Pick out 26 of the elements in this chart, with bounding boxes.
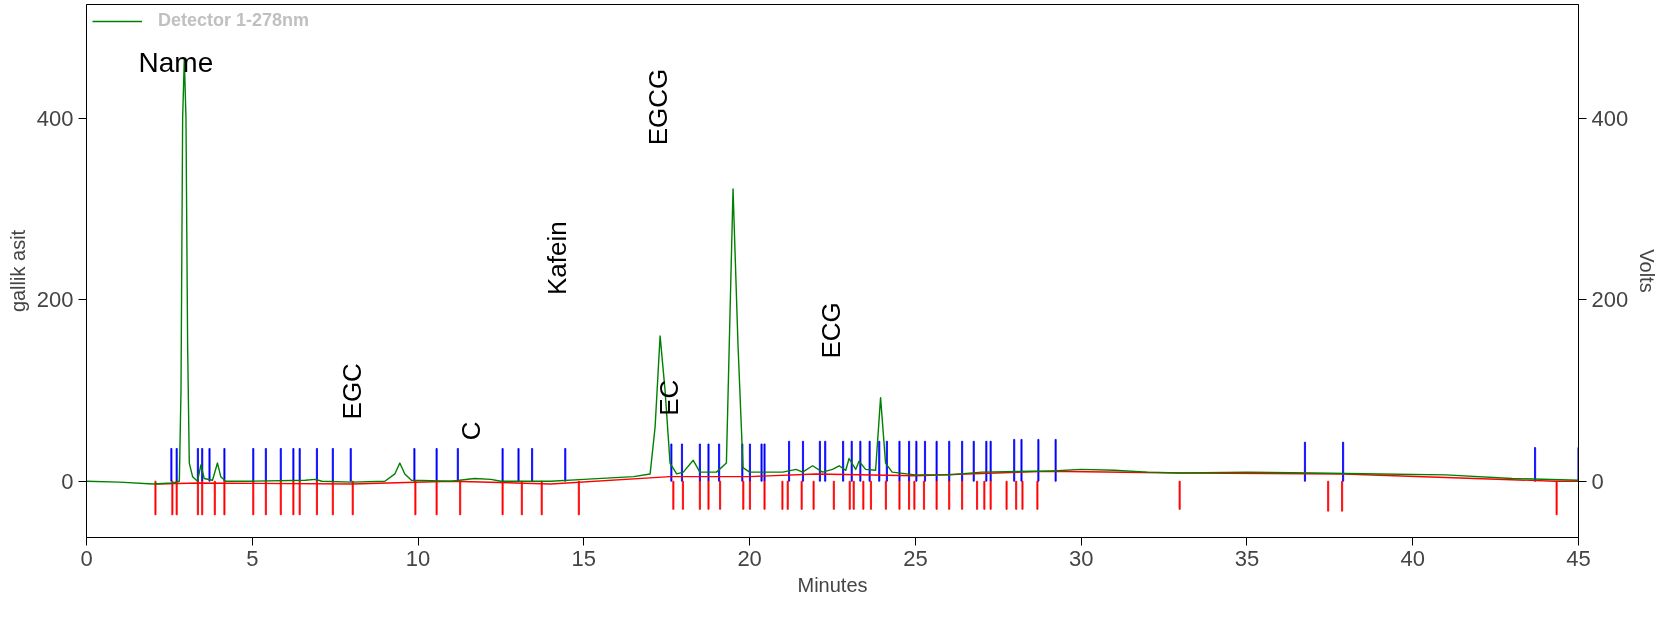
x-tick-label: 40 [1400, 545, 1425, 571]
x-tick-label: 10 [405, 545, 431, 571]
y-axis-title: gallik asit [6, 229, 29, 313]
y2-tick-label: 200 [1591, 287, 1629, 313]
y-tick-label: 400 [36, 105, 74, 131]
annotation: C [456, 421, 487, 441]
annotation: EGCG [643, 68, 674, 146]
legend-label: Detector 1-278nm [158, 10, 310, 31]
annotation: EGC [336, 363, 367, 420]
x-axis-title: Minutes [797, 573, 868, 596]
y-tick-label: 0 [61, 468, 74, 494]
x-tick-label: 15 [571, 545, 597, 571]
y2-axis-title: Volts [1636, 249, 1659, 293]
x-tick-label: 25 [903, 545, 928, 571]
annotation: EC [654, 379, 685, 416]
annotation: ECG [815, 302, 846, 359]
annotation: Kafein [542, 221, 573, 296]
y2-tick-label: 400 [1591, 105, 1629, 131]
y-tick-label: 200 [36, 287, 74, 313]
x-tick-label: 5 [246, 545, 259, 571]
x-tick-label: 30 [1068, 545, 1094, 571]
x-tick-label: 20 [737, 545, 762, 571]
x-tick-label: 35 [1234, 545, 1260, 571]
x-tick-label: 0 [80, 545, 93, 571]
y2-tick-label: 0 [1591, 468, 1604, 494]
x-tick-label: 45 [1566, 545, 1591, 571]
